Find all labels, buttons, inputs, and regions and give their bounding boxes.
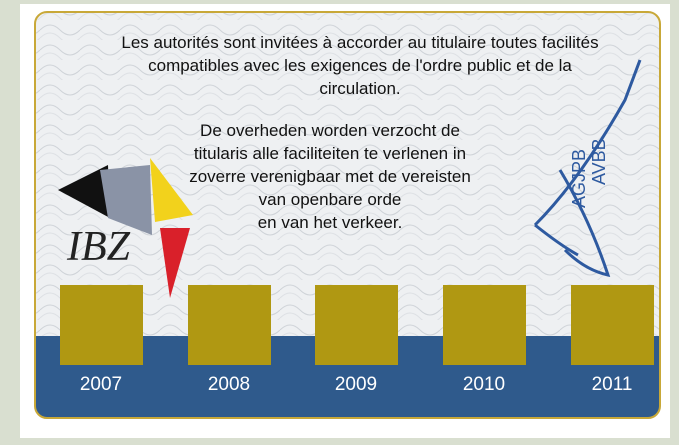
- year-label: 2010: [463, 374, 505, 395]
- dutch-line: titularis alle faciliteiten te verlenen …: [194, 144, 466, 163]
- french-line: compatibles avec les exigences de l'ordr…: [148, 56, 572, 75]
- year-label: 2008: [208, 374, 250, 395]
- dutch-line: De overheden worden verzocht de: [200, 121, 460, 140]
- ibz-text: IBZ: [66, 224, 131, 270]
- french-line: Les autorités sont invitées à accorder a…: [121, 33, 598, 52]
- year-label: 2009: [335, 374, 377, 395]
- year-label: 2011: [592, 374, 633, 395]
- card-view: Les autorités sont invitées à accorder a…: [0, 0, 679, 445]
- avbb-text: AVBB: [589, 138, 609, 185]
- dutch-line: van openbare orde: [259, 190, 402, 209]
- french-line: circulation.: [319, 79, 400, 98]
- page: Les autorités sont invitées à accorder a…: [0, 0, 679, 445]
- year-label: 2007: [80, 374, 122, 395]
- dutch-line: zoverre verenigbaar met de vereisten: [189, 167, 471, 186]
- dutch-line: en van het verkeer.: [258, 213, 403, 232]
- agjpb-text: AGJPB: [569, 149, 589, 208]
